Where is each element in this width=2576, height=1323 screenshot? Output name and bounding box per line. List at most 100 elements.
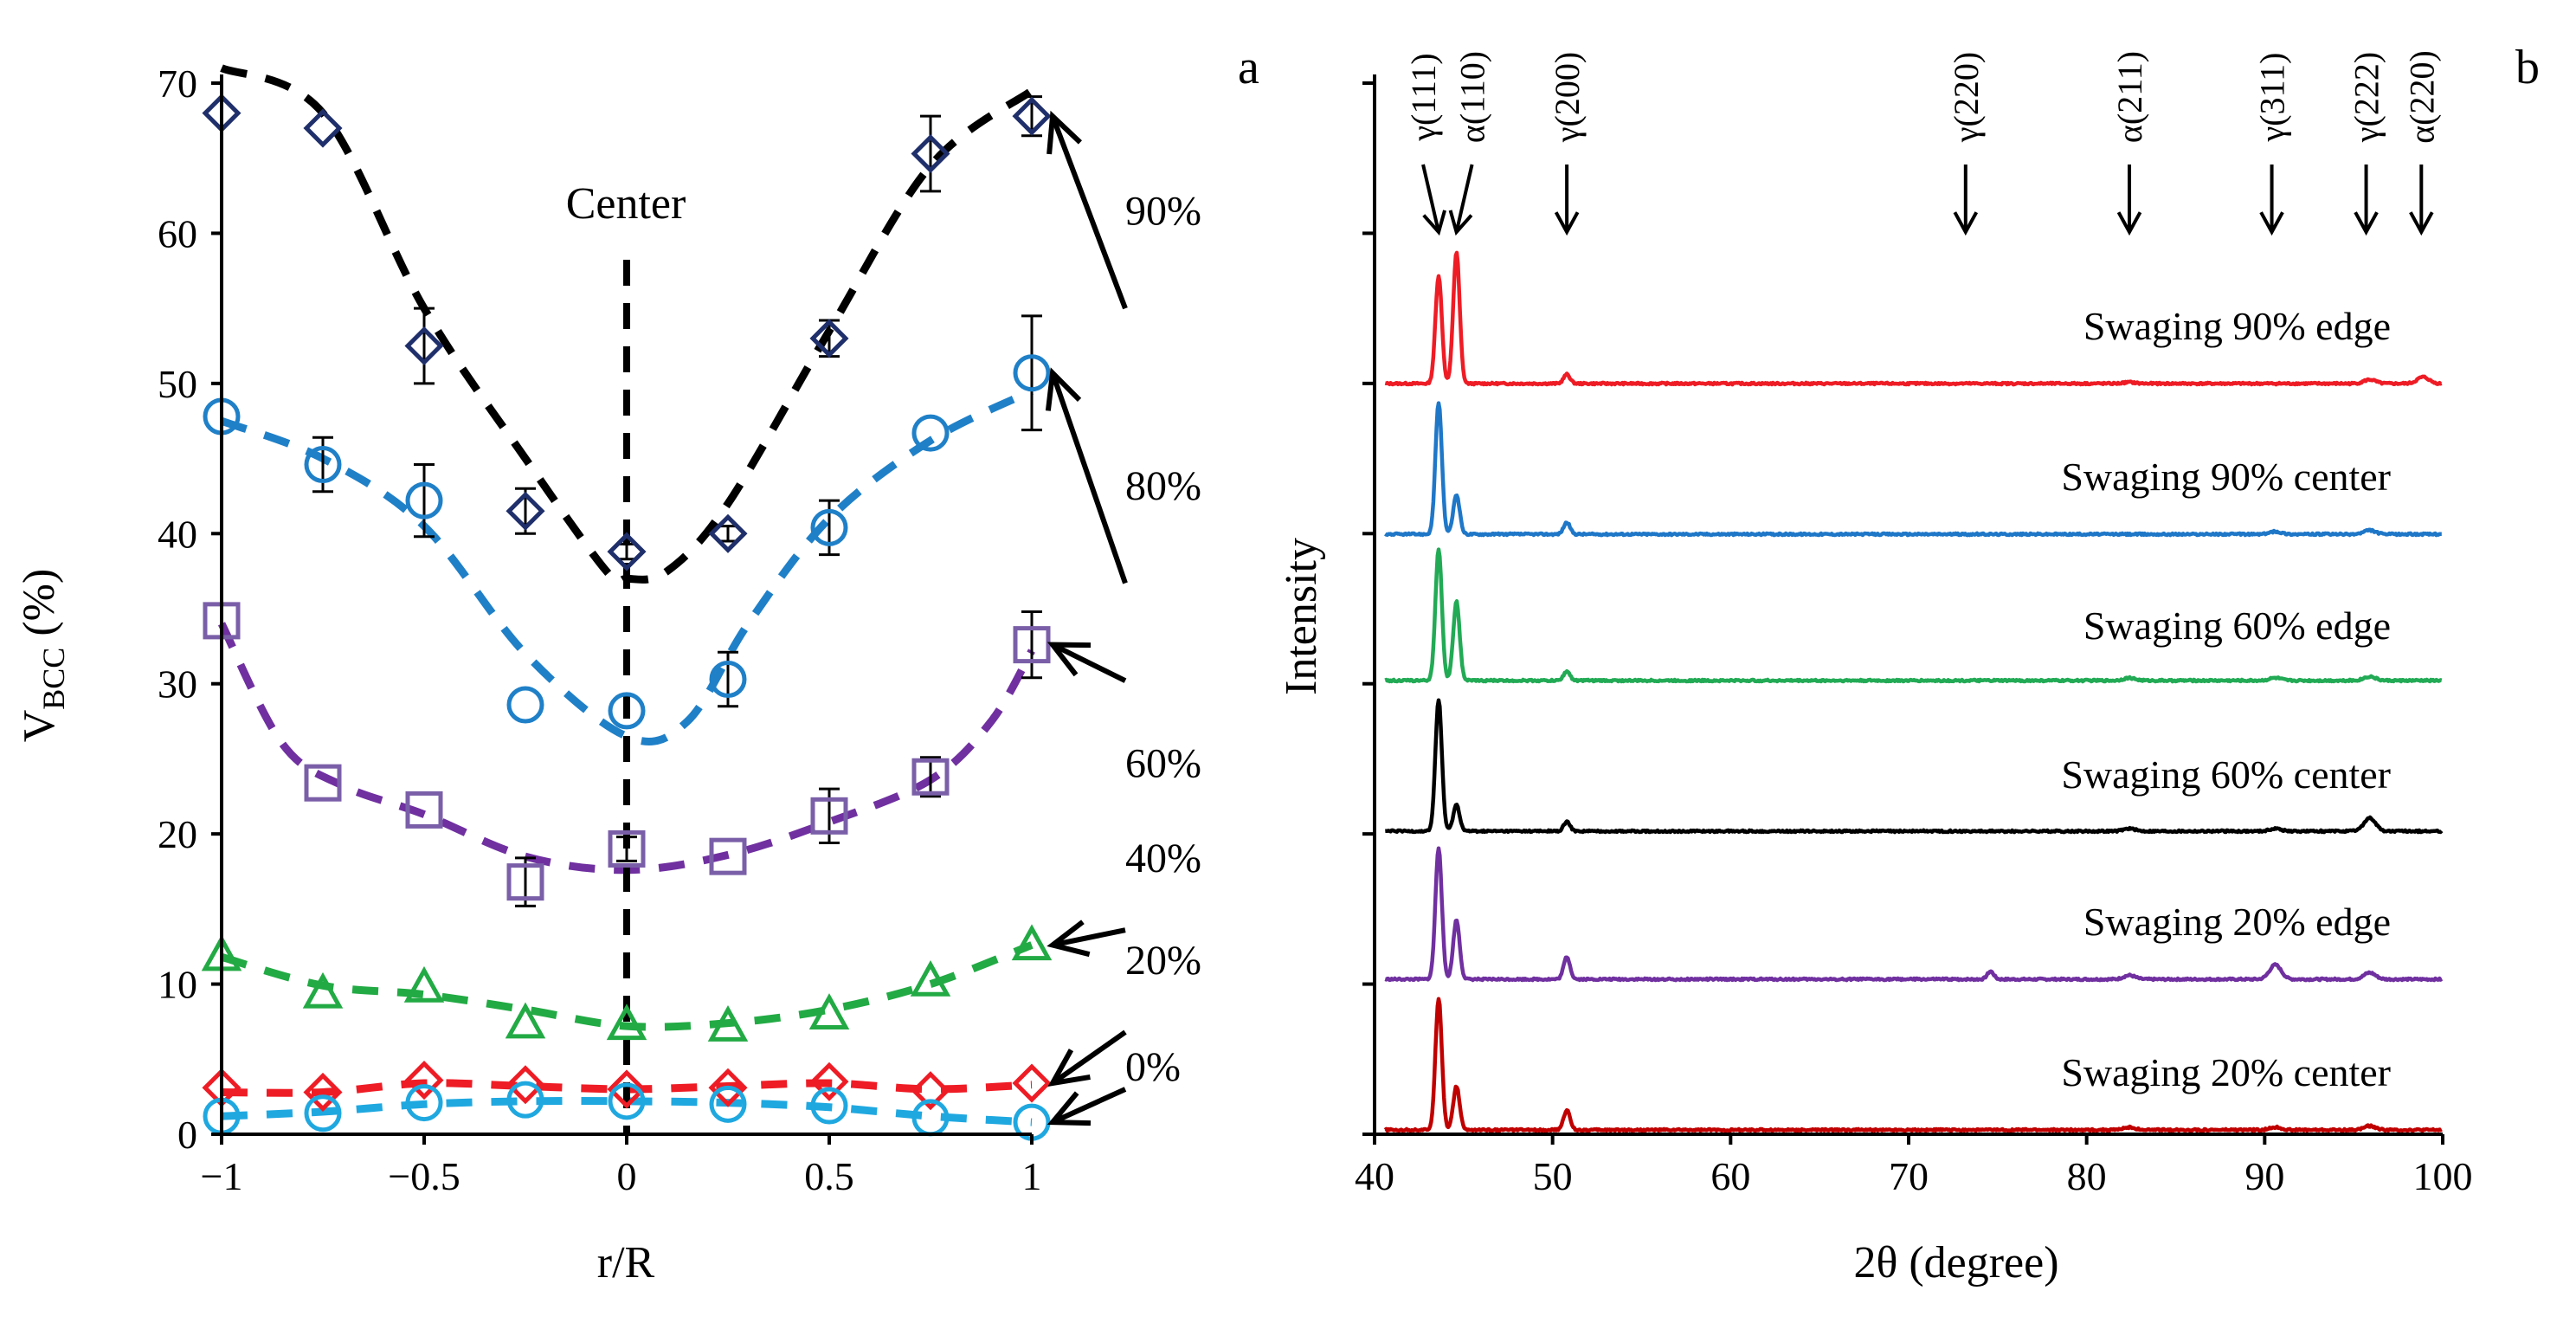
marker-20pct-8 xyxy=(1012,1063,1052,1103)
peak-label-1: α(110) xyxy=(1453,51,1492,143)
peak-label-5: γ(311) xyxy=(2253,53,2292,143)
percent-label-80%: 80% xyxy=(1125,463,1201,509)
x-tick-label: 70 xyxy=(1889,1154,1929,1198)
percent-arrow xyxy=(1052,927,1126,948)
a-y-axis-label: VBCC (%) xyxy=(15,569,71,743)
peak-label-2: γ(200) xyxy=(1548,52,1587,143)
percent-arrow-head xyxy=(1045,367,1082,411)
percent-label-40%: 40% xyxy=(1125,836,1201,881)
marker-20pct-2 xyxy=(404,1061,444,1100)
a-center-label: Center xyxy=(566,179,686,229)
b-x-axis-label: 2θ (degree) xyxy=(1853,1238,2058,1288)
marker-40pct-8 xyxy=(1011,924,1053,961)
marker-80pct-2 xyxy=(405,481,443,520)
x-tick-label: 50 xyxy=(1533,1154,1573,1198)
x-tick-label: 0 xyxy=(617,1154,637,1198)
a-y-axis-label-main: V xyxy=(15,710,64,743)
xrd-trace-2 xyxy=(1384,547,2443,684)
marker-90pct-8 xyxy=(1012,96,1052,136)
percent-label-60%: 60% xyxy=(1125,741,1201,787)
marker-80pct-8 xyxy=(1013,354,1051,392)
x-tick-label: 1 xyxy=(1022,1154,1042,1198)
peak-label-4: α(211) xyxy=(2110,51,2149,143)
percent-arrow-head xyxy=(1046,110,1082,155)
b-axes: 40 50 60 70 80 90 100 xyxy=(1355,74,2473,1198)
peak-arrow-head xyxy=(1448,210,1473,236)
marker-60pct-8 xyxy=(1013,626,1051,664)
marker-80pct-6 xyxy=(810,508,848,546)
marker-80pct-5 xyxy=(709,661,747,699)
percent-label-90%: 90% xyxy=(1125,188,1201,234)
percent-arrow-head xyxy=(1046,642,1092,677)
marker-60pct-4 xyxy=(608,829,646,868)
fit-curve-1 xyxy=(220,387,1034,745)
trace-label-5: Swaging 20% center xyxy=(2061,1050,2391,1094)
b-xrd-traces xyxy=(1383,250,2444,1133)
percent-arrow-head xyxy=(1046,920,1091,958)
marker-90pct-6 xyxy=(809,319,849,358)
b-trace-labels: Swaging 90% edge Swaging 90% center Swagin… xyxy=(2061,304,2391,1094)
marker-90pct-2 xyxy=(404,326,444,366)
marker-40pct-3 xyxy=(505,1002,546,1039)
xrd-trace-0 xyxy=(1384,250,2443,387)
xrd-trace-3 xyxy=(1384,698,2444,835)
percent-arrow xyxy=(1051,1029,1127,1086)
trace-label-1: Swaging 90% center xyxy=(2061,455,2391,499)
x-tick-label: 0.5 xyxy=(804,1154,854,1198)
peak-arrow xyxy=(1454,164,1474,233)
marker-90pct-1 xyxy=(303,108,343,148)
marker-0pct-6 xyxy=(810,1087,848,1125)
marker-90pct-5 xyxy=(708,513,748,553)
marker-0pct-5 xyxy=(709,1085,747,1123)
peak-label-3: γ(220) xyxy=(1947,52,1986,143)
y-tick-label: 20 xyxy=(158,812,197,856)
trace-label-2: Swaging 60% edge xyxy=(2083,603,2391,648)
marker-40pct-4 xyxy=(606,1004,647,1041)
marker-40pct-6 xyxy=(808,993,850,1029)
peak-arrow-head xyxy=(1554,211,1580,236)
marker-90pct-3 xyxy=(506,491,545,531)
marker-20pct-5 xyxy=(708,1068,748,1107)
panel-b-chart: 40 50 60 70 80 90 100 γ(111) α(110) γ(200) γ(220)… xyxy=(1277,41,2540,1288)
y-tick-label: 40 xyxy=(158,512,197,556)
x-tick-label: 80 xyxy=(2067,1154,2107,1198)
marker-60pct-6 xyxy=(810,797,848,835)
percent-arrow xyxy=(1051,1087,1127,1125)
xrd-trace-4 xyxy=(1384,846,2444,983)
percent-arrow xyxy=(1050,115,1128,310)
percent-label-0%: 0% xyxy=(1125,1044,1181,1090)
marker-60pct-3 xyxy=(506,863,544,901)
y-tick-label: 70 xyxy=(158,61,197,106)
x-tick-label: 60 xyxy=(1710,1154,1750,1198)
marker-60pct-7 xyxy=(911,758,950,796)
marker-40pct-7 xyxy=(910,959,951,997)
marker-20pct-6 xyxy=(809,1062,849,1101)
x-tick-label: 90 xyxy=(2244,1154,2284,1198)
x-tick-label: −1 xyxy=(201,1154,243,1198)
marker-20pct-4 xyxy=(607,1069,647,1109)
percent-label-20%: 20% xyxy=(1125,938,1201,984)
marker-40pct-5 xyxy=(707,1004,749,1042)
marker-0pct-1 xyxy=(304,1094,342,1133)
marker-40pct-2 xyxy=(403,965,445,1003)
peak-label-7: α(220) xyxy=(2402,50,2441,144)
a-axes: 0 10 20 30 40 50 60 70 −1 −0.5 0 0.5 1 xyxy=(158,61,1042,1198)
marker-20pct-7 xyxy=(911,1071,950,1111)
peak-arrow xyxy=(1421,164,1440,233)
a-y-axis-label-sub: BCC xyxy=(36,648,71,710)
b-peak-markers: γ(111) α(110) γ(200) γ(220) α(211) γ(311) γ(22… xyxy=(1404,50,2441,236)
a-x-axis-label: r/R xyxy=(597,1238,655,1288)
x-tick-label: 100 xyxy=(2413,1154,2473,1198)
trace-label-3: Swaging 60% center xyxy=(2061,752,2391,797)
peak-arrow-head xyxy=(2354,211,2379,236)
marker-90pct-7 xyxy=(911,133,950,174)
percent-arrow-head xyxy=(1046,1091,1092,1126)
peak-label-0: γ(111) xyxy=(1404,53,1443,141)
y-tick-label: 0 xyxy=(177,1113,197,1157)
marker-90pct-4 xyxy=(607,532,647,571)
b-y-axis-label: Intensity xyxy=(1277,538,1326,695)
marker-80pct-4 xyxy=(608,692,646,730)
marker-0pct-4 xyxy=(608,1082,646,1120)
marker-60pct-5 xyxy=(709,837,747,875)
percent-arrow xyxy=(1051,642,1127,683)
